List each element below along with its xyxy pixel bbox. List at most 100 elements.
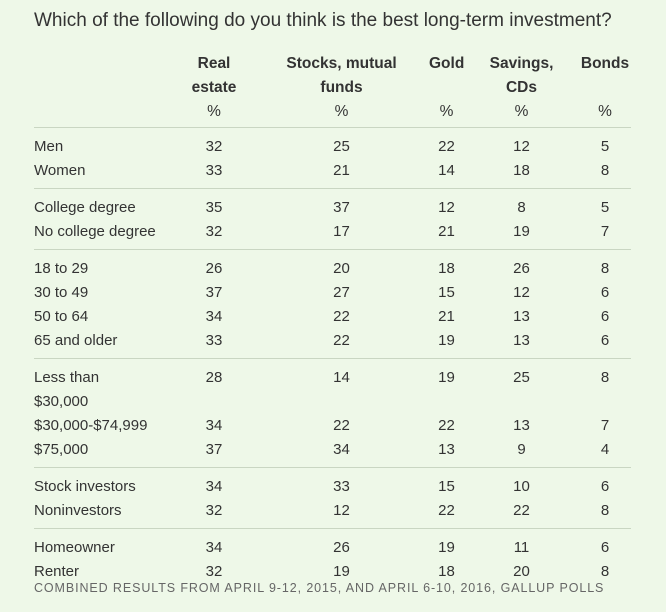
table-row: 18 to 29 26 20 18 26 8 bbox=[34, 250, 631, 282]
value-cell-savings-cds: 11 bbox=[513, 539, 530, 556]
value-cell-stocks-mutual-funds: 22 bbox=[333, 308, 350, 325]
value-cell-stocks-mutual-funds: 34 bbox=[254, 438, 429, 468]
value-cell-stocks-mutual-funds: 22 bbox=[333, 417, 350, 434]
value-cell-savings-cds: 13 bbox=[513, 308, 530, 325]
value-cell-real-estate: 37 bbox=[174, 438, 254, 468]
value-cell-savings-cds: 12 bbox=[513, 284, 530, 301]
table-row: Less than $30,000 28 14 19 25 8 bbox=[34, 359, 631, 415]
value-cell-stocks-mutual-funds: 17 bbox=[254, 220, 429, 250]
row-label-line: 18 to 29 bbox=[34, 260, 89, 277]
value-cell-bonds: 8 bbox=[579, 499, 631, 529]
row-label-line: Homeowner bbox=[34, 539, 115, 556]
value-cell-bonds: 6 bbox=[600, 284, 610, 301]
row-label-line: $30,000-$74,999 bbox=[34, 417, 148, 434]
value-cell-savings-cds: 10 bbox=[513, 478, 530, 495]
value-cell-savings-cds: 25 bbox=[513, 369, 530, 386]
row-label: College degree bbox=[34, 189, 174, 221]
table-row: 50 to 64 34 22 21 13 6 bbox=[34, 305, 631, 329]
value-cell-savings-cds: 13 bbox=[464, 329, 579, 359]
value-cell-gold: 12 bbox=[438, 199, 455, 216]
value-cell-savings-cds: 9 bbox=[464, 438, 579, 468]
value-cell-stocks-mutual-funds: 12 bbox=[254, 499, 429, 529]
results-table: Real estate% Stocks, mutual funds% Gold % Sav… bbox=[34, 52, 631, 589]
value-cell-bonds: 8 bbox=[600, 563, 610, 580]
value-cell-real-estate: 37 bbox=[205, 284, 223, 301]
value-cell-real-estate: 34 bbox=[205, 417, 223, 434]
source-note: COMBINED RESULTS FROM APRIL 9-12, 2015, … bbox=[34, 581, 605, 595]
row-label-line: Women bbox=[34, 162, 86, 179]
column-unit: % bbox=[514, 103, 529, 120]
value-cell-bonds: 5 bbox=[600, 199, 610, 216]
row-label: Noninvestors bbox=[34, 499, 174, 529]
row-label: Renter bbox=[34, 560, 174, 589]
row-label: Women bbox=[34, 159, 174, 189]
value-cell-gold: 19 bbox=[438, 369, 455, 386]
value-cell-bonds: 6 bbox=[600, 308, 610, 325]
value-cell-bonds: 6 bbox=[600, 539, 610, 556]
row-label: 18 to 29 bbox=[34, 250, 174, 282]
table-row: Men 32 25 22 12 5 bbox=[34, 128, 631, 160]
value-cell-stocks-mutual-funds: 21 bbox=[254, 159, 429, 189]
row-label-line: $75,000 bbox=[34, 441, 89, 458]
value-cell-real-estate: 33 bbox=[174, 159, 254, 189]
table-row: Renter 32 19 18 20 8 bbox=[34, 560, 631, 589]
value-cell-bonds: 8 bbox=[600, 369, 610, 386]
value-cell-bonds: 7 bbox=[579, 220, 631, 250]
value-cell-gold: 13 bbox=[429, 438, 464, 468]
row-label-line: Noninvestors bbox=[34, 502, 122, 519]
column-header-bonds: Bonds % bbox=[579, 52, 631, 128]
chart-title: Which of the following do you think is t… bbox=[34, 10, 612, 31]
value-cell-stocks-mutual-funds: 25 bbox=[333, 138, 350, 155]
value-cell-gold: 18 bbox=[438, 260, 455, 277]
value-cell-gold: 18 bbox=[438, 563, 455, 580]
value-cell-gold: 15 bbox=[438, 478, 455, 495]
value-cell-bonds: 6 bbox=[600, 478, 610, 495]
column-header-line: CDs bbox=[505, 79, 537, 96]
value-cell-real-estate: 26 bbox=[205, 260, 223, 277]
column-header-savings-cds: Savings, CDs% bbox=[464, 52, 579, 128]
value-cell-real-estate: 35 bbox=[205, 199, 223, 216]
row-label: No college degree bbox=[34, 220, 174, 250]
row-label-line: 30 to 49 bbox=[34, 284, 89, 301]
column-header-line: Real bbox=[197, 55, 231, 72]
value-cell-savings-cds: 20 bbox=[513, 563, 530, 580]
value-cell-bonds: 8 bbox=[600, 260, 610, 277]
value-cell-bonds: 5 bbox=[600, 138, 610, 155]
column-header-spacer bbox=[429, 76, 464, 100]
column-header-line: funds bbox=[320, 79, 363, 96]
value-cell-savings-cds: 8 bbox=[517, 199, 526, 216]
table-row: Noninvestors 32 12 22 22 8 bbox=[34, 499, 631, 529]
value-cell-gold: 15 bbox=[438, 284, 455, 301]
value-cell-stocks-mutual-funds: 27 bbox=[333, 284, 350, 301]
column-unit: % bbox=[207, 103, 221, 120]
column-header-stocks-mutual-funds: Stocks, mutual funds% bbox=[254, 52, 429, 128]
value-cell-gold: 14 bbox=[429, 159, 464, 189]
table-row: Homeowner 34 26 19 11 6 bbox=[34, 529, 631, 561]
column-header-line: estate bbox=[191, 79, 237, 96]
value-cell-real-estate: 32 bbox=[174, 499, 254, 529]
row-label-line: $30,000 bbox=[34, 393, 89, 410]
table-row: No college degree 32 17 21 19 7 bbox=[34, 220, 631, 250]
row-label: $30,000-$74,999 bbox=[34, 414, 174, 438]
value-cell-savings-cds: 19 bbox=[464, 220, 579, 250]
value-cell-stocks-mutual-funds: 19 bbox=[333, 563, 350, 580]
table-row: Stock investors 34 33 15 10 6 bbox=[34, 468, 631, 500]
value-cell-stocks-mutual-funds: 37 bbox=[333, 199, 350, 216]
row-label: Stock investors bbox=[34, 468, 174, 500]
value-cell-gold: 19 bbox=[438, 539, 455, 556]
value-cell-bonds: 4 bbox=[579, 438, 631, 468]
value-cell-savings-cds: 22 bbox=[464, 499, 579, 529]
value-cell-stocks-mutual-funds: 33 bbox=[333, 478, 350, 495]
value-cell-stocks-mutual-funds: 20 bbox=[333, 260, 350, 277]
value-cell-bonds: 6 bbox=[579, 329, 631, 359]
row-label-header bbox=[34, 52, 174, 128]
value-cell-stocks-mutual-funds: 14 bbox=[333, 369, 350, 386]
value-cell-real-estate: 32 bbox=[174, 220, 254, 250]
column-header-line: Stocks, mutual bbox=[286, 55, 397, 72]
table-row: $30,000-$74,999 34 22 22 13 7 bbox=[34, 414, 631, 438]
value-cell-real-estate: 34 bbox=[205, 478, 223, 495]
table-row: 30 to 49 37 27 15 12 6 bbox=[34, 281, 631, 305]
value-cell-real-estate: 34 bbox=[205, 308, 223, 325]
column-header-gold: Gold % bbox=[429, 52, 464, 128]
row-label: Less than $30,000 bbox=[34, 359, 174, 415]
